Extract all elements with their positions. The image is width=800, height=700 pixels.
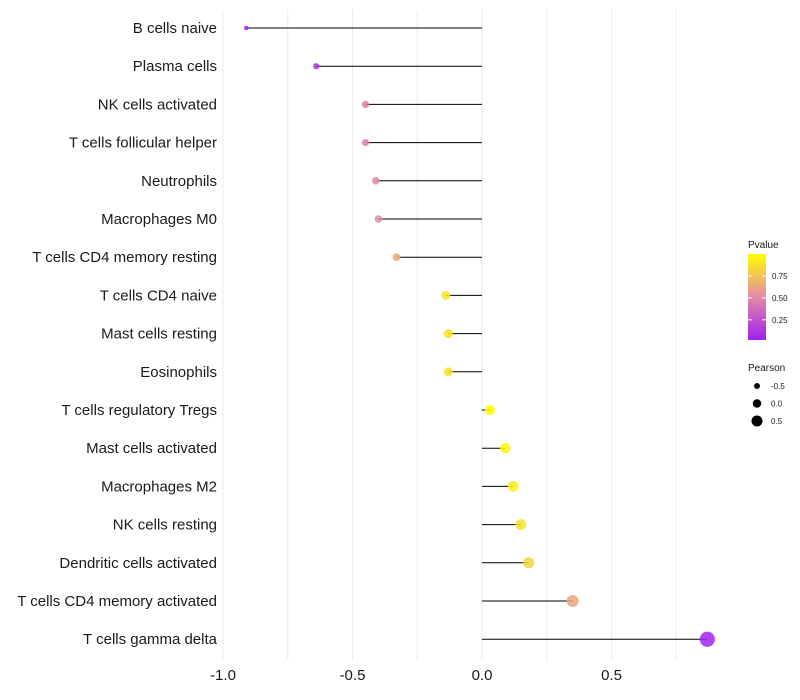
pvalue-tick-label: 0.50 [772,294,788,303]
x-axis-ticks: -1.0 -0.5 0.0 0.5 [210,667,622,684]
data-point [361,100,370,109]
pearson-key [754,383,760,389]
data-point [313,63,320,70]
x-tick-label: -1.0 [210,667,236,684]
category-labels: B cells naive Plasma cells NK cells activa… [17,20,217,648]
category-label: NK cells resting [113,517,217,534]
pvalue-tick-label: 0.25 [772,316,788,325]
category-label: B cells naive [133,20,217,37]
category-label: Eosinophils [140,364,217,381]
data-point [523,557,535,569]
pvalue-legend-title: Pvalue [748,240,779,251]
data-point [392,253,401,262]
pearson-legend: Pearson -0.5 0.0 0.5 [748,363,785,427]
category-label: Plasma cells [133,58,217,75]
pearson-key [751,415,763,427]
category-label: T cells gamma delta [83,631,218,648]
pearson-key-label: -0.5 [771,382,785,391]
points [244,25,715,647]
data-point [441,290,451,300]
category-label: Macrophages M2 [101,478,217,495]
category-label: Mast cells activated [86,440,217,457]
pvalue-colorbar [748,254,766,340]
x-tick-label: 0.5 [601,667,622,684]
pearson-key [752,399,762,408]
category-label: T cells CD4 memory activated [17,593,217,610]
category-label: T cells follicular helper [69,135,217,152]
data-point [699,631,715,647]
stems [246,27,708,640]
data-point [361,138,370,147]
data-point [507,481,519,492]
category-label: Neutrophils [141,173,217,190]
category-label: T cells CD4 memory resting [32,249,217,266]
data-point [443,367,453,377]
x-tick-label: -0.5 [340,667,366,684]
data-point [372,177,380,185]
data-point [374,215,383,223]
data-point [500,442,511,454]
data-point [566,594,579,608]
data-point [443,328,453,339]
data-point [515,519,527,531]
category-label: Mast cells resting [101,326,217,343]
category-label: T cells regulatory Tregs [61,402,217,419]
pvalue-legend: Pvalue 0.75 0.50 0.25 [748,240,788,340]
pvalue-tick-label: 0.75 [772,272,788,281]
data-point [484,404,495,416]
category-label: Dendritic cells activated [59,555,217,572]
category-label: NK cells activated [98,96,217,113]
pearson-key-label: 0.5 [771,417,783,426]
category-label: T cells CD4 naive [100,287,217,304]
grid [222,10,677,660]
category-label: Macrophages M0 [101,211,217,228]
data-point [244,25,249,31]
pearson-key-label: 0.0 [771,400,783,409]
pearson-legend-title: Pearson [748,363,785,374]
x-tick-label: 0.0 [472,667,493,684]
